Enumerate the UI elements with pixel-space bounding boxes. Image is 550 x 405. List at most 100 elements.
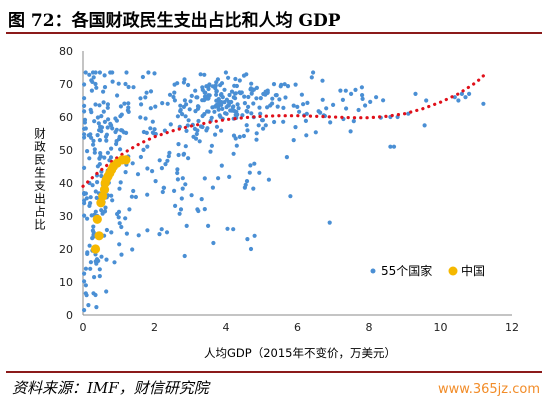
country-point <box>197 139 202 144</box>
country-point <box>316 109 321 114</box>
country-point <box>244 179 250 184</box>
country-point <box>194 131 199 137</box>
country-point <box>193 109 198 114</box>
country-point <box>161 185 166 190</box>
country-point <box>353 87 358 92</box>
country-point <box>424 98 429 103</box>
country-point <box>452 95 457 100</box>
country-point <box>97 70 102 75</box>
country-point <box>324 106 329 111</box>
country-point <box>91 142 96 147</box>
country-point <box>481 101 486 106</box>
country-point <box>209 143 214 148</box>
country-point <box>175 177 180 182</box>
country-point <box>95 115 100 120</box>
country-point <box>91 224 96 229</box>
country-point <box>305 100 310 105</box>
country-point <box>288 194 293 199</box>
country-point <box>117 221 122 226</box>
country-point <box>252 161 257 166</box>
country-point <box>101 100 106 105</box>
country-point <box>242 94 247 99</box>
country-point <box>98 151 103 156</box>
country-point <box>244 123 249 128</box>
country-point <box>413 91 418 96</box>
country-point <box>173 203 178 208</box>
country-point <box>200 124 205 130</box>
country-point <box>351 119 356 124</box>
country-point <box>254 131 259 136</box>
country-point <box>97 138 102 143</box>
source-rule <box>6 371 542 373</box>
axis-ticks: 0 10 20 30 40 50 60 70 80 0 2 4 6 8 10 12 <box>59 45 519 334</box>
country-point <box>159 166 164 171</box>
country-point <box>189 193 194 198</box>
country-point <box>363 103 368 108</box>
country-point <box>381 98 386 103</box>
country-point <box>237 134 242 139</box>
country-point <box>284 155 289 160</box>
title-rule <box>6 32 542 34</box>
country-point <box>82 126 87 131</box>
country-point <box>195 207 200 212</box>
country-point <box>166 154 171 159</box>
country-point <box>266 177 271 182</box>
country-point <box>235 112 240 117</box>
country-point <box>233 91 238 96</box>
country-point <box>85 216 90 221</box>
country-point <box>104 227 109 233</box>
country-point <box>82 271 87 276</box>
country-point <box>167 150 172 155</box>
country-point <box>180 176 185 181</box>
country-point <box>82 213 87 218</box>
country-point <box>110 126 115 131</box>
country-point <box>146 70 151 75</box>
country-point <box>104 289 109 294</box>
country-point <box>223 111 228 116</box>
country-point <box>231 95 236 100</box>
country-point <box>148 106 153 111</box>
country-point <box>133 194 138 200</box>
country-point <box>148 89 154 94</box>
country-point <box>99 254 104 259</box>
country-point <box>202 176 207 181</box>
country-point <box>160 101 165 106</box>
country-point <box>98 154 103 159</box>
y-tick-label: 50 <box>59 144 73 157</box>
country-point <box>92 147 97 152</box>
country-point <box>240 113 245 118</box>
country-point <box>208 149 213 154</box>
country-point <box>181 80 186 85</box>
country-point <box>281 105 286 110</box>
country-point <box>95 164 100 169</box>
country-point <box>205 109 210 114</box>
country-point <box>114 141 119 147</box>
x-tick-label: 10 <box>434 321 448 334</box>
country-point <box>130 247 135 252</box>
country-point <box>231 151 236 156</box>
country-point <box>183 114 188 119</box>
country-point <box>189 93 194 98</box>
country-point <box>297 109 302 114</box>
country-point <box>360 96 365 101</box>
trendline <box>81 74 485 188</box>
country-point <box>94 195 99 200</box>
country-point <box>159 227 164 232</box>
country-point <box>124 70 129 75</box>
country-point <box>216 105 221 110</box>
country-point <box>91 75 96 80</box>
country-point <box>229 89 235 94</box>
country-point <box>340 97 345 102</box>
country-point <box>97 274 102 279</box>
country-point <box>85 149 90 154</box>
country-point <box>278 84 283 89</box>
country-point <box>187 107 192 112</box>
country-point <box>200 113 205 119</box>
country-point <box>136 233 141 238</box>
legend-label-countries: 55个国家 <box>381 263 432 278</box>
country-point <box>157 158 162 163</box>
country-point <box>130 161 135 166</box>
country-point <box>175 170 180 176</box>
y-tick-label: 0 <box>66 309 73 322</box>
country-point <box>227 92 232 98</box>
